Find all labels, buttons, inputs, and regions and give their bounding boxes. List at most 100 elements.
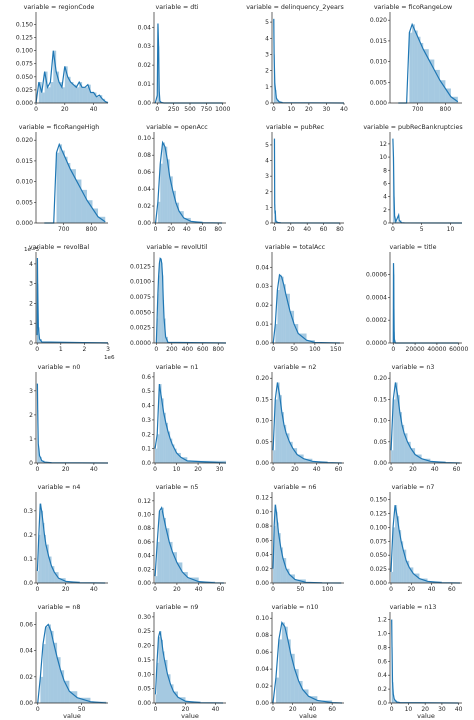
hist-bar bbox=[180, 457, 188, 463]
hist-bar bbox=[61, 87, 65, 103]
x-axis-label: value bbox=[63, 712, 81, 720]
hist-bar bbox=[174, 448, 177, 463]
x-tick-label: 3 bbox=[106, 346, 110, 353]
y-tick-label: 0.10 bbox=[256, 509, 270, 516]
hist-bar bbox=[40, 503, 42, 583]
x-tick-label: 0 bbox=[34, 106, 38, 113]
x-tick-label: 20 bbox=[287, 226, 295, 233]
hist-bar bbox=[53, 642, 58, 703]
hist-bar bbox=[280, 547, 283, 583]
y-tick-label: 0.150 bbox=[370, 497, 387, 504]
x-tick-label: 700 bbox=[412, 106, 424, 113]
x-tick-label: 0 bbox=[154, 706, 158, 713]
hist-bar bbox=[158, 636, 160, 703]
hist-bar bbox=[276, 98, 278, 103]
hist-bar bbox=[183, 217, 191, 223]
facet-panel: variable = n2 0.00 0.05 0.10 0.15 0.20 0 20 40 60 bbox=[236, 360, 354, 480]
panel-title: variable = title bbox=[389, 244, 437, 251]
hist-bar bbox=[277, 289, 280, 343]
hist-bar bbox=[302, 689, 309, 703]
panel-title: variable = n1 bbox=[155, 364, 199, 371]
hist-bar bbox=[155, 694, 157, 703]
hist-bar bbox=[275, 399, 278, 463]
y-tick-label: 0.125 bbox=[370, 510, 387, 517]
facet-panel: variable = revolBal 0 1 2 3 4 0 1 2 3 1e−5 1e6 bbox=[0, 240, 118, 361]
panel-plot: 0.0000 0.0002 0.0004 0.0006 0 20000 40000 60000 bbox=[366, 252, 468, 353]
kde-line bbox=[273, 138, 340, 224]
y-tick-label: 0.005 bbox=[16, 199, 33, 206]
y-tick-label: 0.01 bbox=[256, 321, 270, 328]
hist-bar bbox=[45, 627, 49, 703]
hist-bar bbox=[163, 300, 165, 343]
hist-bar bbox=[397, 516, 400, 583]
panel-plot: 0 1 2 3 4 5 0 10 20 30 40 bbox=[265, 12, 348, 113]
y-tick-label: 0.5 bbox=[141, 388, 151, 395]
panel-title: variable = n3 bbox=[391, 364, 435, 371]
y-tick-label: 3 bbox=[29, 388, 33, 395]
x-tick-label: 20 bbox=[291, 466, 299, 473]
y-tick-label: 8 bbox=[383, 167, 387, 174]
facet-panel: variable = n10 0.00 0.02 0.04 0.06 0.08 0.10 0 2… bbox=[236, 600, 354, 720]
hist-bar bbox=[84, 87, 88, 103]
kde-line bbox=[272, 382, 342, 464]
x-tick-label: 60 bbox=[448, 586, 456, 593]
y-tick-label: 0.0004 bbox=[366, 294, 387, 301]
hist-bar bbox=[86, 200, 93, 223]
hist-bar bbox=[158, 275, 160, 343]
y-tick-label: 0.020 bbox=[16, 137, 33, 144]
panel-plot: 0.00 0.02 0.04 0.06 0.08 0.10 0 20 40 60 bbox=[256, 612, 344, 713]
panel-title: variable = n4 bbox=[37, 484, 81, 491]
x-tick-label: 500 bbox=[184, 106, 196, 113]
x-tick-label: 20 bbox=[407, 586, 415, 593]
x-tick-label: 20 bbox=[194, 466, 202, 473]
y-tick-label: 0.6 bbox=[141, 374, 151, 381]
y-tick-label: 0.20 bbox=[256, 375, 270, 382]
y-tick-label: 0.02 bbox=[20, 674, 34, 681]
y-tick-label: 0.15 bbox=[138, 657, 152, 664]
hist-bar bbox=[90, 92, 94, 103]
y-tick-label: 0.0 bbox=[23, 580, 33, 587]
y-tick-label: 0.075 bbox=[370, 538, 387, 545]
y-tick-label: 0.00 bbox=[138, 700, 152, 707]
hist-bar bbox=[423, 49, 429, 103]
x-tick-label: 40 bbox=[455, 706, 463, 713]
y-tick-label: 0.12 bbox=[138, 498, 152, 505]
facet-panel: variable = pubRecBankruptcies 0 2 4 6 8 10 12 0 5… bbox=[354, 120, 472, 240]
hist-bar bbox=[161, 398, 164, 463]
facet-panel: variable = n5 0.00 0.02 0.04 0.06 0.08 0.10 0.1… bbox=[118, 480, 236, 600]
y-tick-label: 0.02 bbox=[256, 302, 270, 309]
y-tick-label: 0.020 bbox=[370, 17, 387, 24]
y-tick-label: 0.10 bbox=[138, 512, 152, 519]
hist-bar bbox=[82, 87, 85, 103]
y-tick-label: 0.05 bbox=[138, 686, 152, 693]
hist-bar bbox=[48, 556, 52, 583]
x-tick-label: 60000 bbox=[449, 346, 468, 353]
hist-bar bbox=[276, 511, 278, 583]
x-tick-label: 600 bbox=[197, 346, 209, 353]
y-tick-label: 0.005 bbox=[370, 79, 387, 86]
y-tick-label: 0.04 bbox=[138, 186, 152, 193]
x-tick-label: 20 bbox=[61, 106, 69, 113]
y-tick-label: 0.00 bbox=[138, 100, 152, 107]
y-tick-label: 0.02 bbox=[256, 566, 270, 573]
facet-panel: variable = n9 0.00 0.05 0.10 0.15 0.20 0.25 0.3… bbox=[118, 600, 236, 720]
hist-bar bbox=[48, 624, 51, 703]
hist-bar bbox=[43, 522, 45, 583]
hist-bar bbox=[404, 433, 408, 463]
panel-title: variable = pubRecBankruptcies bbox=[363, 124, 463, 131]
x-tick-label: 40 bbox=[90, 586, 98, 593]
y-tick-label: 0.010 bbox=[16, 179, 33, 186]
y-tick-label: 2 bbox=[383, 207, 387, 214]
facet-panel: variable = n3 0.00 0.05 0.10 0.15 0.20 0 20 40 60 bbox=[354, 360, 472, 480]
hist-bar bbox=[54, 572, 59, 583]
kde-line bbox=[35, 50, 109, 104]
kde-line bbox=[392, 263, 459, 344]
hist-bar bbox=[92, 208, 99, 223]
y-tick-label: 0.00 bbox=[138, 580, 152, 587]
y-tick-label: 0.0002 bbox=[366, 317, 387, 324]
hist-bar bbox=[294, 669, 299, 703]
x-axis-label: value bbox=[417, 712, 435, 720]
hist-bar bbox=[58, 578, 66, 583]
x-tick-label: 0 bbox=[273, 226, 277, 233]
y-tick-label: 10 bbox=[379, 154, 387, 161]
